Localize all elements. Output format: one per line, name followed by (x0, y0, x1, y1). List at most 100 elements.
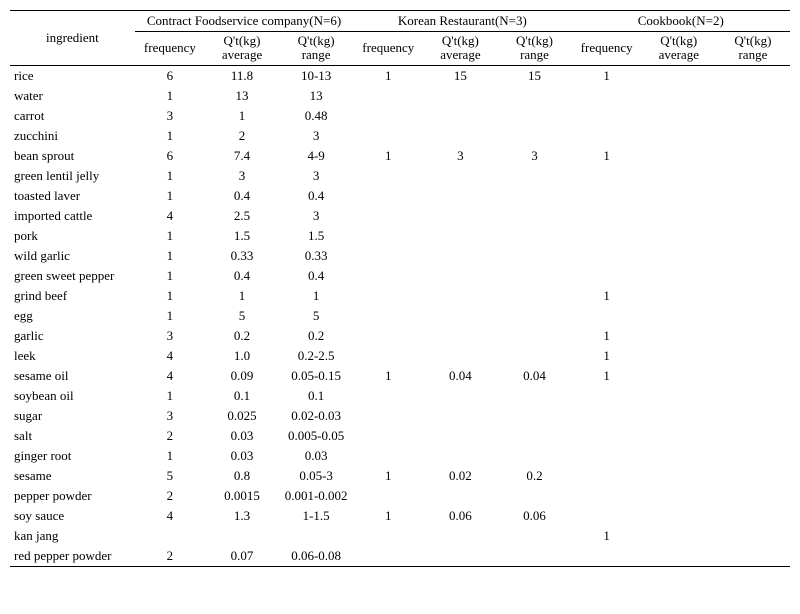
avg-cell (642, 246, 716, 266)
avg-cell: 11.8 (205, 65, 279, 86)
range-cell (497, 406, 571, 426)
table-row: egg155 (10, 306, 790, 326)
freq-cell (353, 326, 423, 346)
avg-cell (642, 65, 716, 86)
avg-cell (423, 126, 497, 146)
range-cell (497, 206, 571, 226)
ingredient-cell: bean sprout (10, 146, 135, 166)
range-cell (497, 166, 571, 186)
ingredient-cell: green lentil jelly (10, 166, 135, 186)
range-cell: 0.06-0.08 (279, 546, 353, 567)
avg-cell: 13 (205, 86, 279, 106)
range-cell (497, 106, 571, 126)
avg-cell: 0.07 (205, 546, 279, 567)
range-cell: 0.05-0.15 (279, 366, 353, 386)
freq-cell (353, 546, 423, 567)
range-cell (716, 446, 790, 466)
ingredient-cell: pork (10, 226, 135, 246)
range-cell: 0.04 (497, 366, 571, 386)
range-cell: 0.001-0.002 (279, 486, 353, 506)
ingredient-cell: kan jang (10, 526, 135, 546)
table-row: ginger root10.030.03 (10, 446, 790, 466)
range-cell (497, 186, 571, 206)
table-row: pepper powder20.00150.001-0.002 (10, 486, 790, 506)
header-avg-3: Q't(kg)average (642, 32, 716, 66)
range-cell: 3 (497, 146, 571, 166)
freq-cell: 1 (135, 126, 205, 146)
ingredient-cell: water (10, 86, 135, 106)
header-freq-2: frequency (353, 32, 423, 66)
table-row: imported cattle42.53 (10, 206, 790, 226)
avg-cell: 0.4 (205, 266, 279, 286)
freq-cell (353, 266, 423, 286)
freq-cell (353, 206, 423, 226)
range-cell: 0.1 (279, 386, 353, 406)
avg-cell (423, 286, 497, 306)
table-row: wild garlic10.330.33 (10, 246, 790, 266)
header-freq-1: frequency (135, 32, 205, 66)
range-cell (716, 546, 790, 567)
freq-cell (353, 346, 423, 366)
range-cell (716, 65, 790, 86)
ingredients-table: ingredient Contract Foodservice company(… (10, 10, 790, 567)
header-range-1: Q't(kg)range (279, 32, 353, 66)
header-range-3: Q't(kg)range (716, 32, 790, 66)
avg-cell: 1.3 (205, 506, 279, 526)
freq-cell: 1 (135, 166, 205, 186)
range-cell: 5 (279, 306, 353, 326)
avg-cell (642, 86, 716, 106)
ingredient-cell: sesame oil (10, 366, 135, 386)
table-row: green sweet pepper10.40.4 (10, 266, 790, 286)
avg-cell: 0.09 (205, 366, 279, 386)
range-cell: 0.48 (279, 106, 353, 126)
ingredient-cell: zucchini (10, 126, 135, 146)
range-cell: 13 (279, 86, 353, 106)
ingredient-cell: sesame (10, 466, 135, 486)
avg-cell: 3 (205, 166, 279, 186)
range-cell (716, 506, 790, 526)
range-cell (497, 546, 571, 567)
range-cell: 0.02-0.03 (279, 406, 353, 426)
freq-cell (353, 426, 423, 446)
avg-cell (423, 246, 497, 266)
range-cell: 1.5 (279, 226, 353, 246)
freq-cell: 1 (572, 326, 642, 346)
freq-cell (572, 466, 642, 486)
range-cell (497, 526, 571, 546)
freq-cell: 4 (135, 366, 205, 386)
ingredient-cell: green sweet pepper (10, 266, 135, 286)
range-cell (716, 486, 790, 506)
header-group-cookbook: Cookbook(N=2) (572, 11, 790, 32)
range-cell: 1-1.5 (279, 506, 353, 526)
range-cell (716, 246, 790, 266)
freq-cell: 1 (572, 526, 642, 546)
avg-cell (423, 526, 497, 546)
freq-cell: 1 (135, 266, 205, 286)
avg-cell (642, 366, 716, 386)
freq-cell (353, 86, 423, 106)
freq-cell (572, 406, 642, 426)
avg-cell (642, 506, 716, 526)
freq-cell: 1 (572, 286, 642, 306)
table-row: sesame50.80.05-310.020.2 (10, 466, 790, 486)
freq-cell: 1 (135, 226, 205, 246)
freq-cell: 1 (135, 286, 205, 306)
avg-cell (642, 126, 716, 146)
avg-cell: 0.8 (205, 466, 279, 486)
freq-cell: 1 (353, 65, 423, 86)
range-cell: 0.03 (279, 446, 353, 466)
avg-cell (642, 386, 716, 406)
avg-cell: 0.02 (423, 466, 497, 486)
range-cell (716, 326, 790, 346)
freq-cell: 2 (135, 546, 205, 567)
header-avg-2: Q't(kg)average (423, 32, 497, 66)
range-cell (716, 466, 790, 486)
freq-cell: 1 (572, 65, 642, 86)
avg-cell (423, 166, 497, 186)
avg-cell (642, 546, 716, 567)
freq-cell (353, 246, 423, 266)
avg-cell (642, 306, 716, 326)
table-row: soy sauce41.31-1.510.060.06 (10, 506, 790, 526)
table-row: water11313 (10, 86, 790, 106)
freq-cell: 6 (135, 65, 205, 86)
